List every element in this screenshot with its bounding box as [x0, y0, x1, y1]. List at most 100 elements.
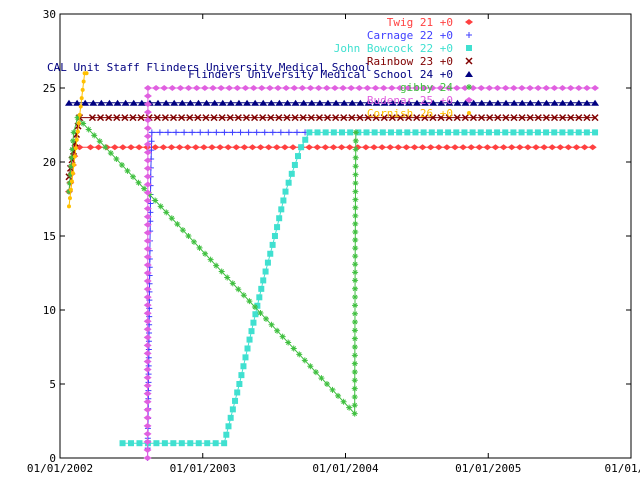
data-point-twig	[151, 144, 160, 151]
data-point-budenar	[290, 85, 299, 91]
data-point-carnage	[253, 129, 260, 136]
series-cornish	[66, 71, 89, 209]
data-point-budenar	[574, 85, 583, 91]
data-point-john-bowcock	[526, 129, 533, 136]
data-point-john-bowcock	[592, 129, 599, 136]
data-point-twig	[523, 144, 532, 151]
data-point-flinders-university-medical-school	[234, 99, 243, 106]
data-point-twig	[94, 144, 103, 151]
data-point-flinders-university-medical-school	[550, 99, 559, 106]
data-point-john-bowcock	[379, 129, 386, 136]
data-point-rainbow	[267, 114, 275, 122]
data-point-twig	[321, 144, 330, 151]
data-point-twig	[272, 144, 281, 151]
data-point-rainbow	[364, 114, 372, 122]
data-point-flinders-university-medical-school	[526, 99, 535, 106]
data-point-gibby	[351, 319, 358, 326]
data-point-gibby	[274, 327, 281, 334]
data-point-john-bowcock	[285, 179, 292, 186]
data-point-budenar	[379, 85, 388, 91]
data-point-flinders-university-medical-school	[267, 99, 276, 106]
data-point-budenar	[542, 85, 551, 91]
data-point-john-bowcock	[428, 129, 435, 136]
data-point-budenar	[143, 197, 152, 204]
data-point-gibby	[213, 262, 220, 269]
data-point-twig	[499, 144, 508, 151]
series-line-gibby	[68, 116, 357, 415]
data-point-gibby	[346, 404, 353, 411]
data-point-rainbow	[251, 114, 259, 122]
data-point-twig	[183, 144, 192, 151]
data-point-rainbow	[567, 114, 575, 122]
data-point-flinders-university-medical-school	[485, 99, 494, 106]
data-point-john-bowcock	[229, 406, 236, 413]
data-point-gibby	[352, 228, 359, 235]
data-point-budenar	[143, 221, 152, 228]
data-point-gibby	[318, 375, 325, 382]
data-point-john-bowcock	[559, 129, 566, 136]
data-point-budenar	[143, 205, 152, 212]
data-point-twig	[548, 144, 557, 151]
data-point-twig	[491, 144, 500, 151]
y-tick-label: 25	[43, 82, 56, 95]
data-point-john-bowcock	[128, 440, 135, 447]
data-point-cornish	[68, 187, 73, 192]
data-point-twig	[467, 144, 476, 151]
data-point-flinders-university-medical-school	[283, 99, 292, 106]
data-point-gibby	[146, 191, 153, 198]
data-point-carnage	[156, 129, 163, 136]
data-point-twig	[361, 144, 370, 151]
data-point-john-bowcock	[195, 440, 202, 447]
data-point-rainbow	[478, 114, 486, 122]
data-point-gibby	[190, 238, 197, 245]
data-point-gibby	[351, 368, 358, 375]
data-point-flinders-university-medical-school	[73, 99, 82, 106]
data-point-gibby	[340, 398, 347, 405]
data-point-flinders-university-medical-school	[388, 99, 397, 106]
data-point-john-bowcock	[322, 129, 329, 136]
data-point-carnage	[221, 129, 228, 136]
data-point-gibby	[91, 132, 98, 139]
data-point-gibby	[124, 167, 131, 174]
data-point-twig	[224, 144, 233, 151]
data-point-gibby	[351, 327, 358, 334]
data-point-cornish	[79, 96, 84, 101]
y-tick-label: 0	[49, 452, 56, 465]
data-point-gibby	[352, 154, 359, 161]
data-point-gibby	[85, 126, 92, 133]
data-point-flinders-university-medical-school	[396, 99, 405, 106]
data-point-rainbow	[356, 114, 364, 122]
data-point-flinders-university-medical-school	[129, 99, 138, 106]
data-point-budenar	[534, 85, 543, 91]
data-point-budenar	[192, 85, 201, 91]
series-budenar	[143, 85, 600, 461]
data-point-cornish	[71, 162, 76, 167]
data-point-cornish	[66, 204, 71, 209]
data-point-flinders-university-medical-school	[186, 99, 195, 106]
data-point-rainbow	[437, 114, 445, 122]
data-point-budenar	[493, 85, 502, 91]
data-point-gibby	[118, 161, 125, 168]
data-point-twig	[288, 144, 297, 151]
data-point-rainbow	[469, 114, 477, 122]
data-point-gibby	[352, 253, 359, 260]
data-point-gibby	[352, 212, 359, 219]
data-point-john-bowcock	[282, 188, 289, 195]
data-point-gibby	[351, 352, 358, 359]
series-line-budenar	[147, 87, 596, 459]
data-point-twig	[199, 144, 208, 151]
data-point-john-bowcock	[178, 440, 185, 447]
data-point-rainbow	[550, 114, 559, 122]
data-point-gibby	[70, 129, 77, 136]
data-point-budenar	[501, 85, 510, 91]
data-point-carnage	[293, 129, 300, 136]
data-point-budenar	[306, 85, 315, 91]
data-point-carnage	[173, 129, 180, 136]
data-point-gibby	[352, 196, 359, 203]
data-point-gibby	[179, 227, 186, 234]
data-point-budenar	[420, 85, 429, 91]
data-point-budenar	[330, 85, 339, 91]
data-point-budenar	[591, 85, 600, 91]
data-point-flinders-university-medical-school	[323, 99, 332, 106]
data-point-rainbow	[161, 114, 169, 122]
